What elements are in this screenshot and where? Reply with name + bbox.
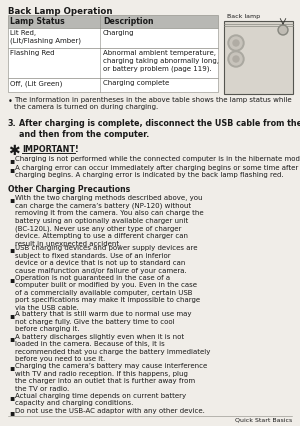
Circle shape <box>228 35 244 51</box>
Text: ▪: ▪ <box>9 334 14 343</box>
Text: ✱: ✱ <box>8 144 20 158</box>
Text: Do not use the USB-AC adaptor with any other device.: Do not use the USB-AC adaptor with any o… <box>15 408 205 414</box>
Circle shape <box>230 53 242 65</box>
Text: Description: Description <box>103 17 154 26</box>
Text: •: • <box>8 97 13 106</box>
Text: ▪: ▪ <box>9 165 14 174</box>
Text: ▪: ▪ <box>9 195 14 204</box>
Text: Charging: Charging <box>103 31 134 37</box>
Text: A charging error can occur immediately after charging begins or some time after
: A charging error can occur immediately a… <box>15 165 298 178</box>
Circle shape <box>233 56 239 62</box>
Circle shape <box>228 51 244 67</box>
Circle shape <box>280 26 286 34</box>
Text: Quick Start Basics: Quick Start Basics <box>235 418 292 423</box>
Text: USB charging devices and power supply devices are
subject to fixed standards. Us: USB charging devices and power supply de… <box>15 245 197 273</box>
Bar <box>8 48 218 78</box>
Bar <box>8 15 218 28</box>
Text: Operation is not guaranteed in the case of a
computer built or modified by you. : Operation is not guaranteed in the case … <box>15 275 200 311</box>
Text: After charging is complete, disconnect the USB cable from the camera
and then fr: After charging is complete, disconnect t… <box>19 119 300 139</box>
Text: Charging the camera’s battery may cause interference
with TV and radio reception: Charging the camera’s battery may cause … <box>15 363 207 391</box>
Text: The information in parentheses in the above table shows the lamp status while
th: The information in parentheses in the ab… <box>14 97 292 110</box>
Text: ▪: ▪ <box>9 363 14 372</box>
Text: ▪: ▪ <box>9 393 14 402</box>
Text: ▪: ▪ <box>9 245 14 254</box>
Text: Off, (Lit Green): Off, (Lit Green) <box>10 81 62 87</box>
Bar <box>8 28 218 48</box>
Text: Back Lamp Operation: Back Lamp Operation <box>8 7 112 16</box>
Text: A battery discharges slightly even when it is not
loaded in the camera. Because : A battery discharges slightly even when … <box>15 334 210 362</box>
Text: Actual charging time depends on current battery
capacity and charging conditions: Actual charging time depends on current … <box>15 393 186 406</box>
Text: Other Charging Precautions: Other Charging Precautions <box>8 184 130 193</box>
Text: Back lamp: Back lamp <box>227 14 260 19</box>
Circle shape <box>230 37 242 49</box>
Bar <box>8 78 218 92</box>
Text: ▪: ▪ <box>9 275 14 284</box>
Text: Flashing Red: Flashing Red <box>10 51 55 57</box>
Circle shape <box>233 40 239 46</box>
Text: ▪: ▪ <box>9 156 14 165</box>
Text: A battery that is still warm due to normal use may
not charge fully. Give the ba: A battery that is still warm due to norm… <box>15 311 191 332</box>
Text: IMPORTANT!: IMPORTANT! <box>22 145 79 154</box>
Text: Lamp Status: Lamp Status <box>10 17 65 26</box>
Text: With the two charging methods described above, you
can charge the camera’s batte: With the two charging methods described … <box>15 195 204 247</box>
Text: Charging complete: Charging complete <box>103 81 169 86</box>
Circle shape <box>278 25 288 35</box>
Text: 3.: 3. <box>8 119 16 128</box>
Text: ▪: ▪ <box>9 311 14 320</box>
Text: ▪: ▪ <box>9 408 14 417</box>
Bar <box>224 21 293 94</box>
Text: Charging is not performed while the connected computer is in the hibernate mode.: Charging is not performed while the conn… <box>15 156 300 162</box>
Text: Abnormal ambient temperature,
charging taking abnormally long,
or battery proble: Abnormal ambient temperature, charging t… <box>103 51 219 72</box>
Text: Lit Red,
(Lit/Flashing Amber): Lit Red, (Lit/Flashing Amber) <box>10 31 81 44</box>
